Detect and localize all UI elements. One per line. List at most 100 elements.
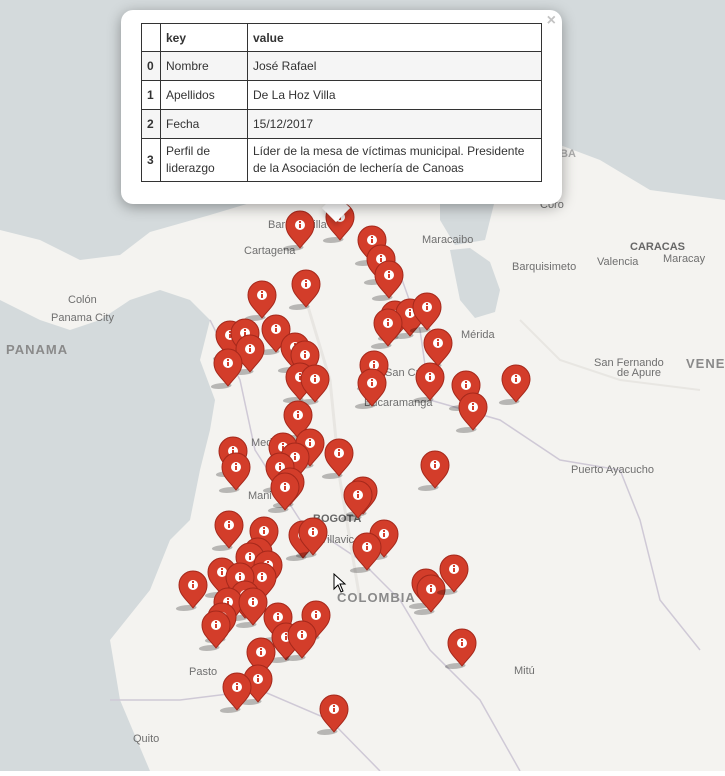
map-marker[interactable] xyxy=(353,368,387,409)
info-sign-icon xyxy=(369,360,379,370)
city-merida: Mérida xyxy=(461,329,495,341)
mouse-cursor-icon xyxy=(333,573,347,593)
map-marker[interactable] xyxy=(174,570,208,611)
info-sign-icon xyxy=(311,610,321,620)
city-bogota: BOGOTÁ xyxy=(313,513,362,525)
info-sign-icon xyxy=(430,460,440,470)
info-sign-icon xyxy=(425,372,435,382)
map-marker[interactable] xyxy=(197,610,231,651)
map-marker[interactable] xyxy=(218,672,252,713)
header-index xyxy=(141,23,161,52)
info-sign-icon xyxy=(384,270,394,280)
info-sign-icon xyxy=(248,597,258,607)
popup-close-button[interactable]: × xyxy=(546,12,556,29)
info-sign-icon xyxy=(257,572,267,582)
info-sign-icon xyxy=(293,410,303,420)
map-marker[interactable] xyxy=(281,210,315,251)
info-sign-icon xyxy=(295,220,305,230)
popup-table: key value 0 Nombre José Rafael 1 Apellid… xyxy=(141,23,542,182)
city-valencia: Valencia xyxy=(597,256,639,268)
info-sign-icon xyxy=(273,612,283,622)
marker-popup: × key value 0 Nombre José Rafael 1 Apell… xyxy=(121,10,562,204)
row-index: 3 xyxy=(141,138,161,182)
header-value: value xyxy=(247,23,542,52)
info-sign-icon xyxy=(449,564,459,574)
city-colon: Colón xyxy=(68,294,97,306)
map-marker[interactable] xyxy=(369,308,403,349)
map-marker[interactable] xyxy=(419,328,453,369)
info-sign-icon xyxy=(211,620,221,630)
map-marker[interactable] xyxy=(266,472,300,513)
row-value: José Rafael xyxy=(247,51,542,81)
city-panama-city: Panama City xyxy=(51,312,114,324)
map-marker[interactable] xyxy=(296,364,330,405)
table-row: 1 Apellidos De La Hoz Villa xyxy=(141,80,542,110)
city-pasto: Pasto xyxy=(189,666,218,678)
row-value: De La Hoz Villa xyxy=(247,80,542,110)
country-label-panama: PANAMA xyxy=(6,342,69,357)
info-sign-icon xyxy=(188,580,198,590)
map-marker[interactable] xyxy=(294,517,328,558)
map-marker[interactable] xyxy=(435,554,469,595)
info-sign-icon xyxy=(329,704,339,714)
map-marker[interactable] xyxy=(243,280,277,321)
info-sign-icon xyxy=(310,374,320,384)
info-sign-icon xyxy=(253,674,263,684)
city-caracas: CARACAS xyxy=(630,241,685,253)
map-marker[interactable] xyxy=(217,452,251,493)
city-mitu: Mitú xyxy=(514,665,535,677)
map-marker[interactable] xyxy=(416,450,450,491)
map-marker[interactable] xyxy=(234,587,268,628)
label-aruba: BA xyxy=(560,148,576,160)
city-manizales: Mani xyxy=(248,490,272,502)
map-marker[interactable] xyxy=(408,292,442,333)
map-marker[interactable] xyxy=(210,510,244,551)
map-marker[interactable] xyxy=(370,260,404,301)
info-sign-icon xyxy=(245,344,255,354)
table-row: 3 Perfil de liderazgo Líder de la mesa d… xyxy=(141,138,542,182)
row-key: Perfil de liderazgo xyxy=(160,138,248,182)
info-sign-icon xyxy=(232,682,242,692)
info-sign-icon xyxy=(376,254,386,264)
city-san-cristobal: San Cri xyxy=(385,367,422,379)
city-medellin: Med xyxy=(251,437,273,449)
info-sign-icon xyxy=(468,402,478,412)
info-sign-icon xyxy=(457,638,467,648)
map-marker[interactable] xyxy=(412,574,446,615)
info-sign-icon xyxy=(308,527,318,537)
row-key: Apellidos xyxy=(160,80,248,110)
map-marker[interactable] xyxy=(454,392,488,433)
header-key: key xyxy=(160,23,248,52)
info-sign-icon xyxy=(217,567,227,577)
map-marker[interactable] xyxy=(231,334,265,375)
info-sign-icon xyxy=(334,448,344,458)
map-marker[interactable] xyxy=(209,348,243,389)
row-index: 1 xyxy=(141,80,161,110)
city-bucaramanga: Bucaramanga xyxy=(364,397,433,409)
row-value: 15/12/2017 xyxy=(247,109,542,139)
country-label-venezuela: VENE xyxy=(686,356,725,371)
info-sign-icon xyxy=(383,318,393,328)
city-villavicencio: Villavic xyxy=(320,534,355,546)
city-puerto-ayacucho: Puerto Ayacucho xyxy=(571,464,654,476)
info-sign-icon xyxy=(301,279,311,289)
map-marker[interactable] xyxy=(283,620,317,661)
map-marker[interactable] xyxy=(315,694,349,735)
info-sign-icon xyxy=(245,552,255,562)
map-marker[interactable] xyxy=(348,532,382,573)
map-marker[interactable] xyxy=(287,269,321,310)
map-marker[interactable] xyxy=(339,480,373,521)
info-sign-icon xyxy=(223,358,233,368)
info-sign-icon xyxy=(461,380,471,390)
map-marker[interactable] xyxy=(411,362,445,403)
info-sign-icon xyxy=(297,630,307,640)
info-sign-icon xyxy=(290,452,300,462)
map-marker[interactable] xyxy=(320,438,354,479)
table-header-row: key value xyxy=(141,23,542,52)
city-san-fernando: San Fernando xyxy=(594,357,664,369)
map-marker[interactable] xyxy=(239,664,273,705)
row-value: Líder de la mesa de víctimas municipal. … xyxy=(247,138,542,182)
map-marker[interactable] xyxy=(497,364,531,405)
map-marker[interactable] xyxy=(443,628,477,669)
